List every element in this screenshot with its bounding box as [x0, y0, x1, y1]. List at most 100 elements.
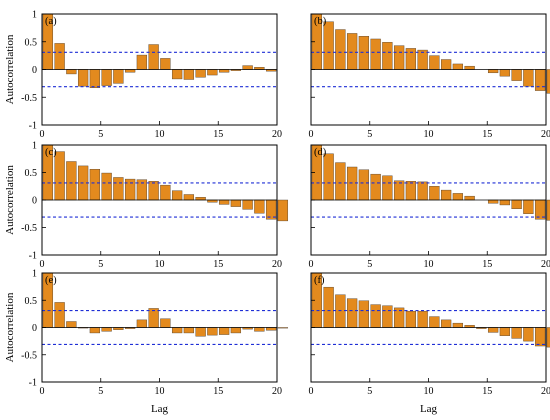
- acf-bar: [242, 199, 253, 210]
- acf-panel-a: 0 5 10 15 20 -1 -0.5 0 0.5 1 (a) Autocorrelation: [4, 10, 282, 141]
- acf-bar: [370, 304, 381, 328]
- acf-panel-b: 0 5 10 15 20 (b): [309, 13, 550, 140]
- x-tick-label: 10: [155, 129, 165, 140]
- acf-bar: [89, 168, 101, 201]
- y-axis-label: Autocorrelation: [4, 165, 16, 235]
- y-tick-label: 1: [32, 141, 37, 152]
- y-tick-label: 1: [32, 269, 37, 280]
- x-tick-label: 5: [367, 259, 372, 270]
- acf-bar: [254, 199, 265, 214]
- x-tick-label: 20: [541, 386, 550, 397]
- x-tick-label: 5: [367, 386, 372, 397]
- acf-bar: [66, 161, 77, 201]
- x-tick-label: 5: [367, 129, 372, 140]
- acf-bar: [66, 321, 77, 328]
- x-tick-label: 15: [213, 386, 223, 397]
- acf-bar: [136, 319, 148, 328]
- acf-bar: [382, 305, 393, 328]
- acf-bar: [452, 193, 464, 201]
- acf-bar: [440, 59, 452, 70]
- acf-bar: [417, 181, 428, 201]
- acf-panel-f: 0 5 10 15 20 (f) Lag: [309, 272, 550, 415]
- y-tick-label: 0: [32, 323, 37, 334]
- acf-bar: [382, 175, 393, 201]
- acf-bar: [335, 162, 346, 201]
- x-tick-label: 15: [482, 386, 492, 397]
- acf-bar: [230, 199, 242, 207]
- acf-bar: [523, 199, 534, 214]
- acf-panel-e: 0 5 10 15 20 -1 -0.5 0 0.5 1 (e) Autocorrelation Lag: [4, 269, 289, 415]
- y-axis-label: Autocorrelation: [4, 34, 16, 104]
- acf-bar: [499, 327, 511, 336]
- x-tick-label: 20: [272, 259, 282, 270]
- acf-bar: [101, 172, 112, 201]
- acf-bar: [511, 327, 522, 339]
- x-tick-label: 0: [309, 386, 314, 397]
- y-axis-label: Autocorrelation: [4, 292, 16, 362]
- y-tick-label: 0.5: [25, 168, 38, 179]
- panel-label: (a): [45, 16, 57, 27]
- x-tick-label: 5: [98, 129, 103, 140]
- acf-bar: [417, 49, 428, 70]
- acf-bar: [148, 181, 159, 201]
- acf-bar: [54, 43, 65, 70]
- acf-bar: [323, 286, 334, 328]
- x-tick-label: 20: [272, 386, 282, 397]
- y-tick-label: 0.5: [25, 296, 38, 307]
- acf-panel-d: 0 5 10 15 20 (d): [309, 144, 550, 270]
- acf-bar: [160, 58, 171, 70]
- acf-bar: [523, 327, 534, 342]
- acf-bar: [429, 55, 440, 70]
- x-tick-label: 20: [541, 129, 550, 140]
- acf-bar: [277, 199, 289, 222]
- acf-bar: [452, 322, 464, 328]
- acf-bar: [523, 69, 534, 87]
- acf-bar: [487, 327, 499, 333]
- acf-bar: [277, 327, 289, 329]
- acf-bar: [546, 69, 550, 94]
- panel-label: (d): [314, 147, 327, 158]
- acf-bar: [113, 69, 124, 84]
- x-tick-label: 20: [541, 259, 550, 270]
- acf-bar: [534, 69, 546, 91]
- x-tick-label: 20: [272, 129, 282, 140]
- acf-bar: [207, 327, 218, 336]
- acf-bar: [487, 69, 499, 74]
- acf-bar: [54, 151, 65, 201]
- x-tick-label: 0: [40, 386, 45, 397]
- acf-bar: [195, 327, 206, 337]
- y-tick-label: -1: [29, 121, 37, 132]
- y-tick-label: -1: [29, 251, 37, 262]
- acf-bar: [89, 327, 101, 334]
- panel-label: (f): [314, 275, 325, 286]
- y-tick-label: -0.5: [21, 223, 37, 234]
- acf-bar: [124, 178, 136, 201]
- acf-bar: [546, 327, 550, 348]
- acf-panel-c: 0 5 10 15 20 -1 -0.5 0 0.5 1 (c) Autocorrelation: [4, 141, 289, 270]
- y-tick-label: -1: [29, 378, 37, 389]
- acf-bar: [195, 69, 206, 78]
- acf-bar: [440, 319, 452, 328]
- acf-bar: [323, 153, 334, 201]
- acf-bar: [171, 327, 183, 334]
- acf-bar: [464, 65, 475, 70]
- acf-bar: [171, 190, 183, 201]
- acf-bar: [124, 69, 136, 73]
- acf-bar: [207, 69, 218, 76]
- acf-bar: [54, 302, 65, 328]
- x-tick-label: 10: [424, 129, 434, 140]
- acf-bar: [370, 38, 381, 70]
- y-tick-label: -0.5: [21, 93, 37, 104]
- acf-bar: [511, 199, 522, 210]
- acf-bar: [265, 327, 277, 331]
- x-tick-label: 10: [424, 386, 434, 397]
- acf-bar: [171, 69, 183, 80]
- acf-bar: [66, 69, 77, 75]
- acf-bar: [534, 199, 546, 220]
- acf-bar: [160, 318, 171, 328]
- x-tick-label: 15: [213, 259, 223, 270]
- acf-bar: [511, 69, 522, 81]
- acf-bar: [101, 69, 112, 86]
- acf-bar: [346, 298, 358, 328]
- acf-bar: [183, 327, 195, 334]
